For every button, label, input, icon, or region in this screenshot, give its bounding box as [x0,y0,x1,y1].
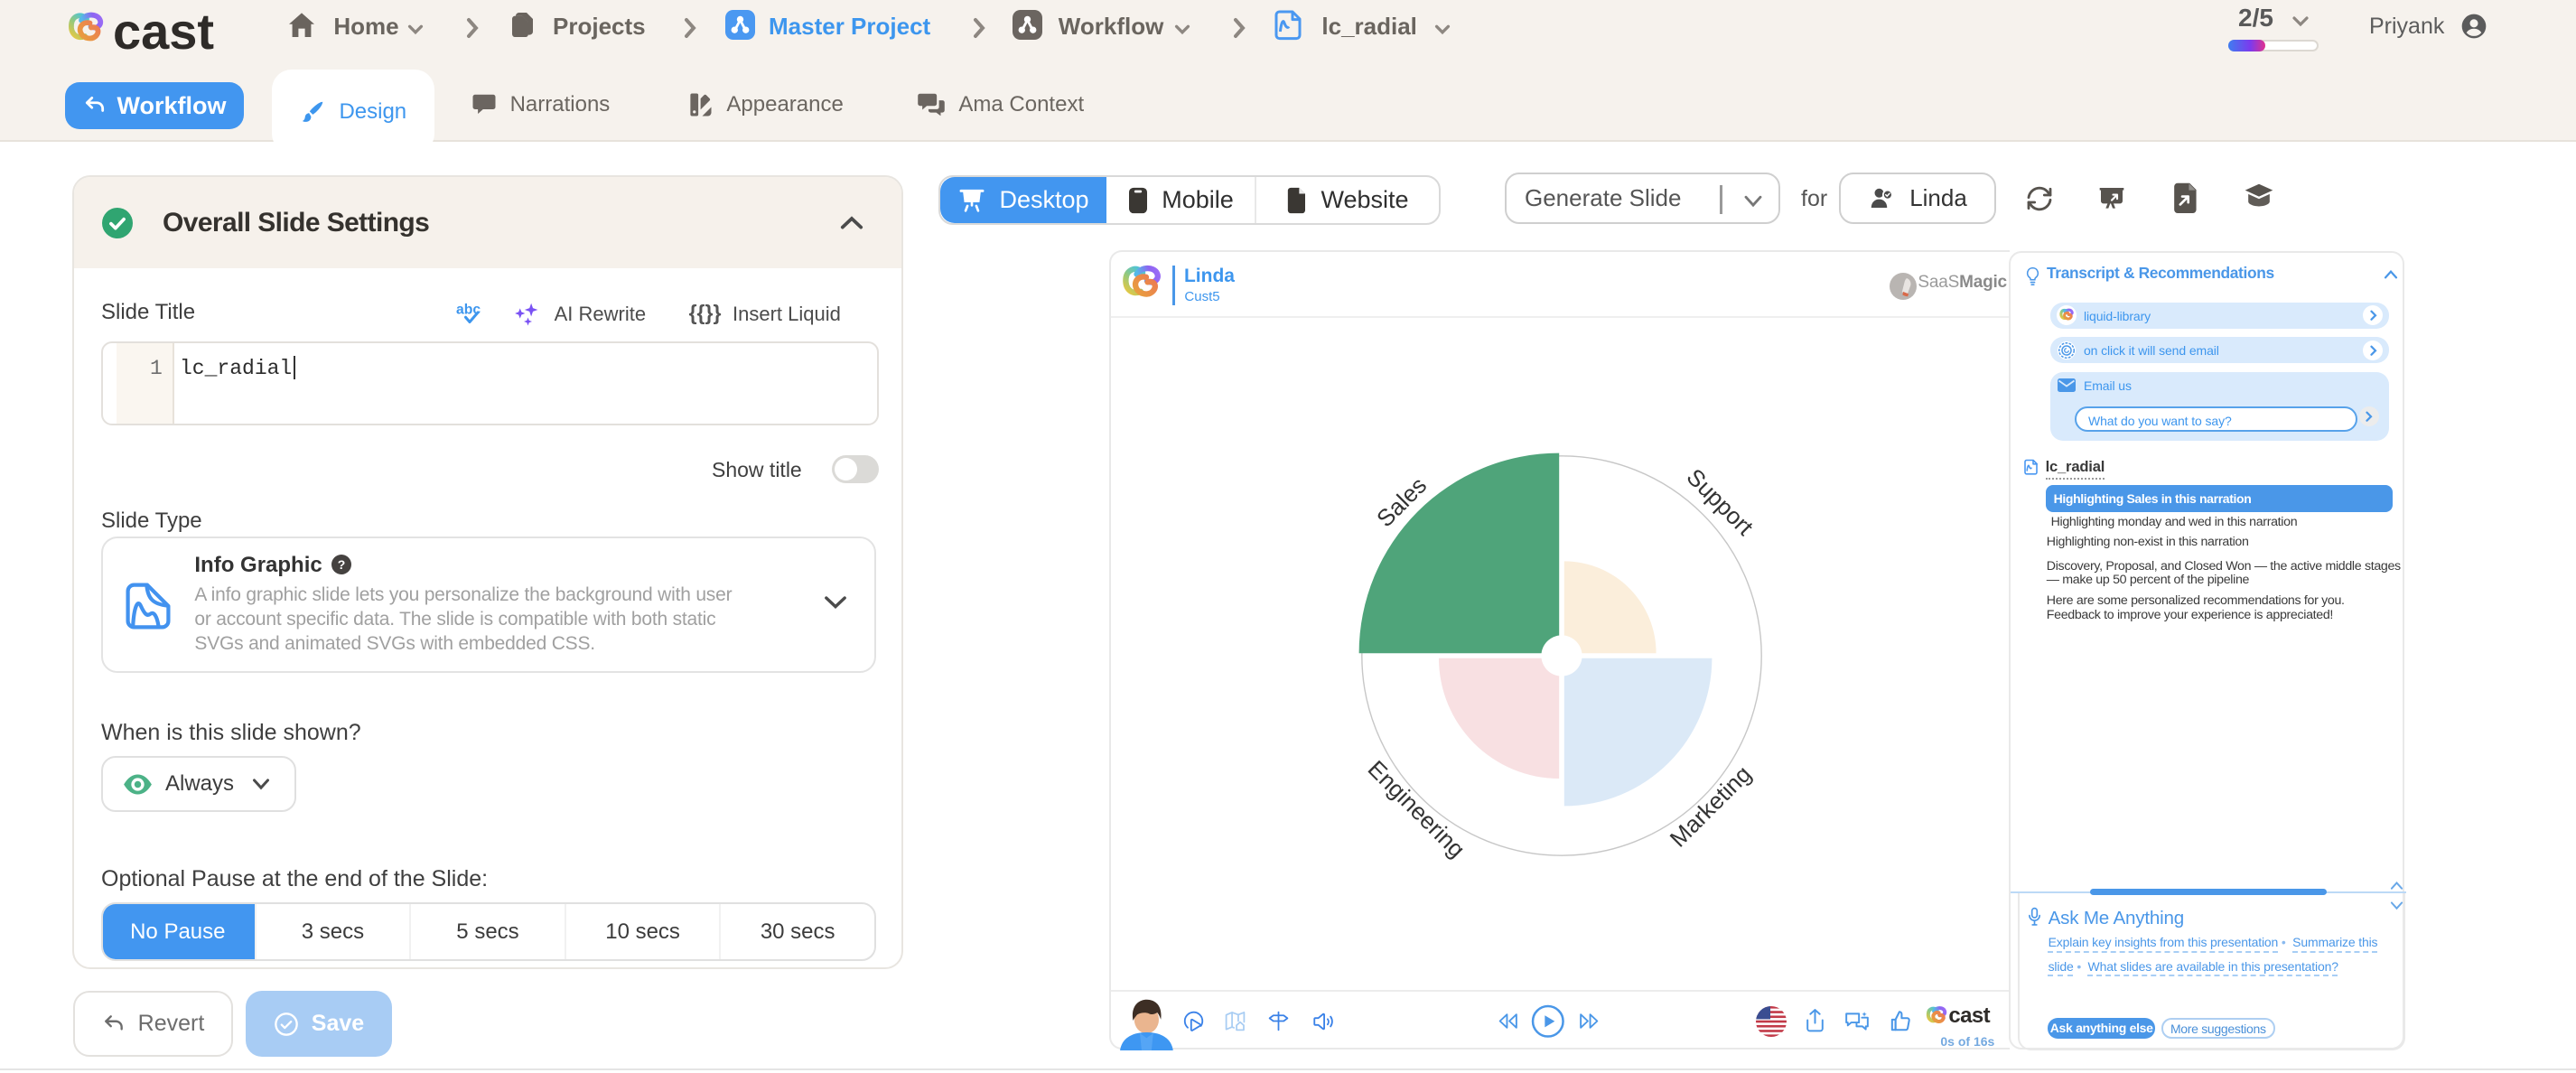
svg-text:Support: Support [1682,463,1759,541]
svg-text:?: ? [338,557,346,572]
svg-text:Marketing: Marketing [1665,760,1757,853]
svg-text:abc: abc [456,303,481,318]
svg-text:Engineering: Engineering [1363,755,1470,863]
